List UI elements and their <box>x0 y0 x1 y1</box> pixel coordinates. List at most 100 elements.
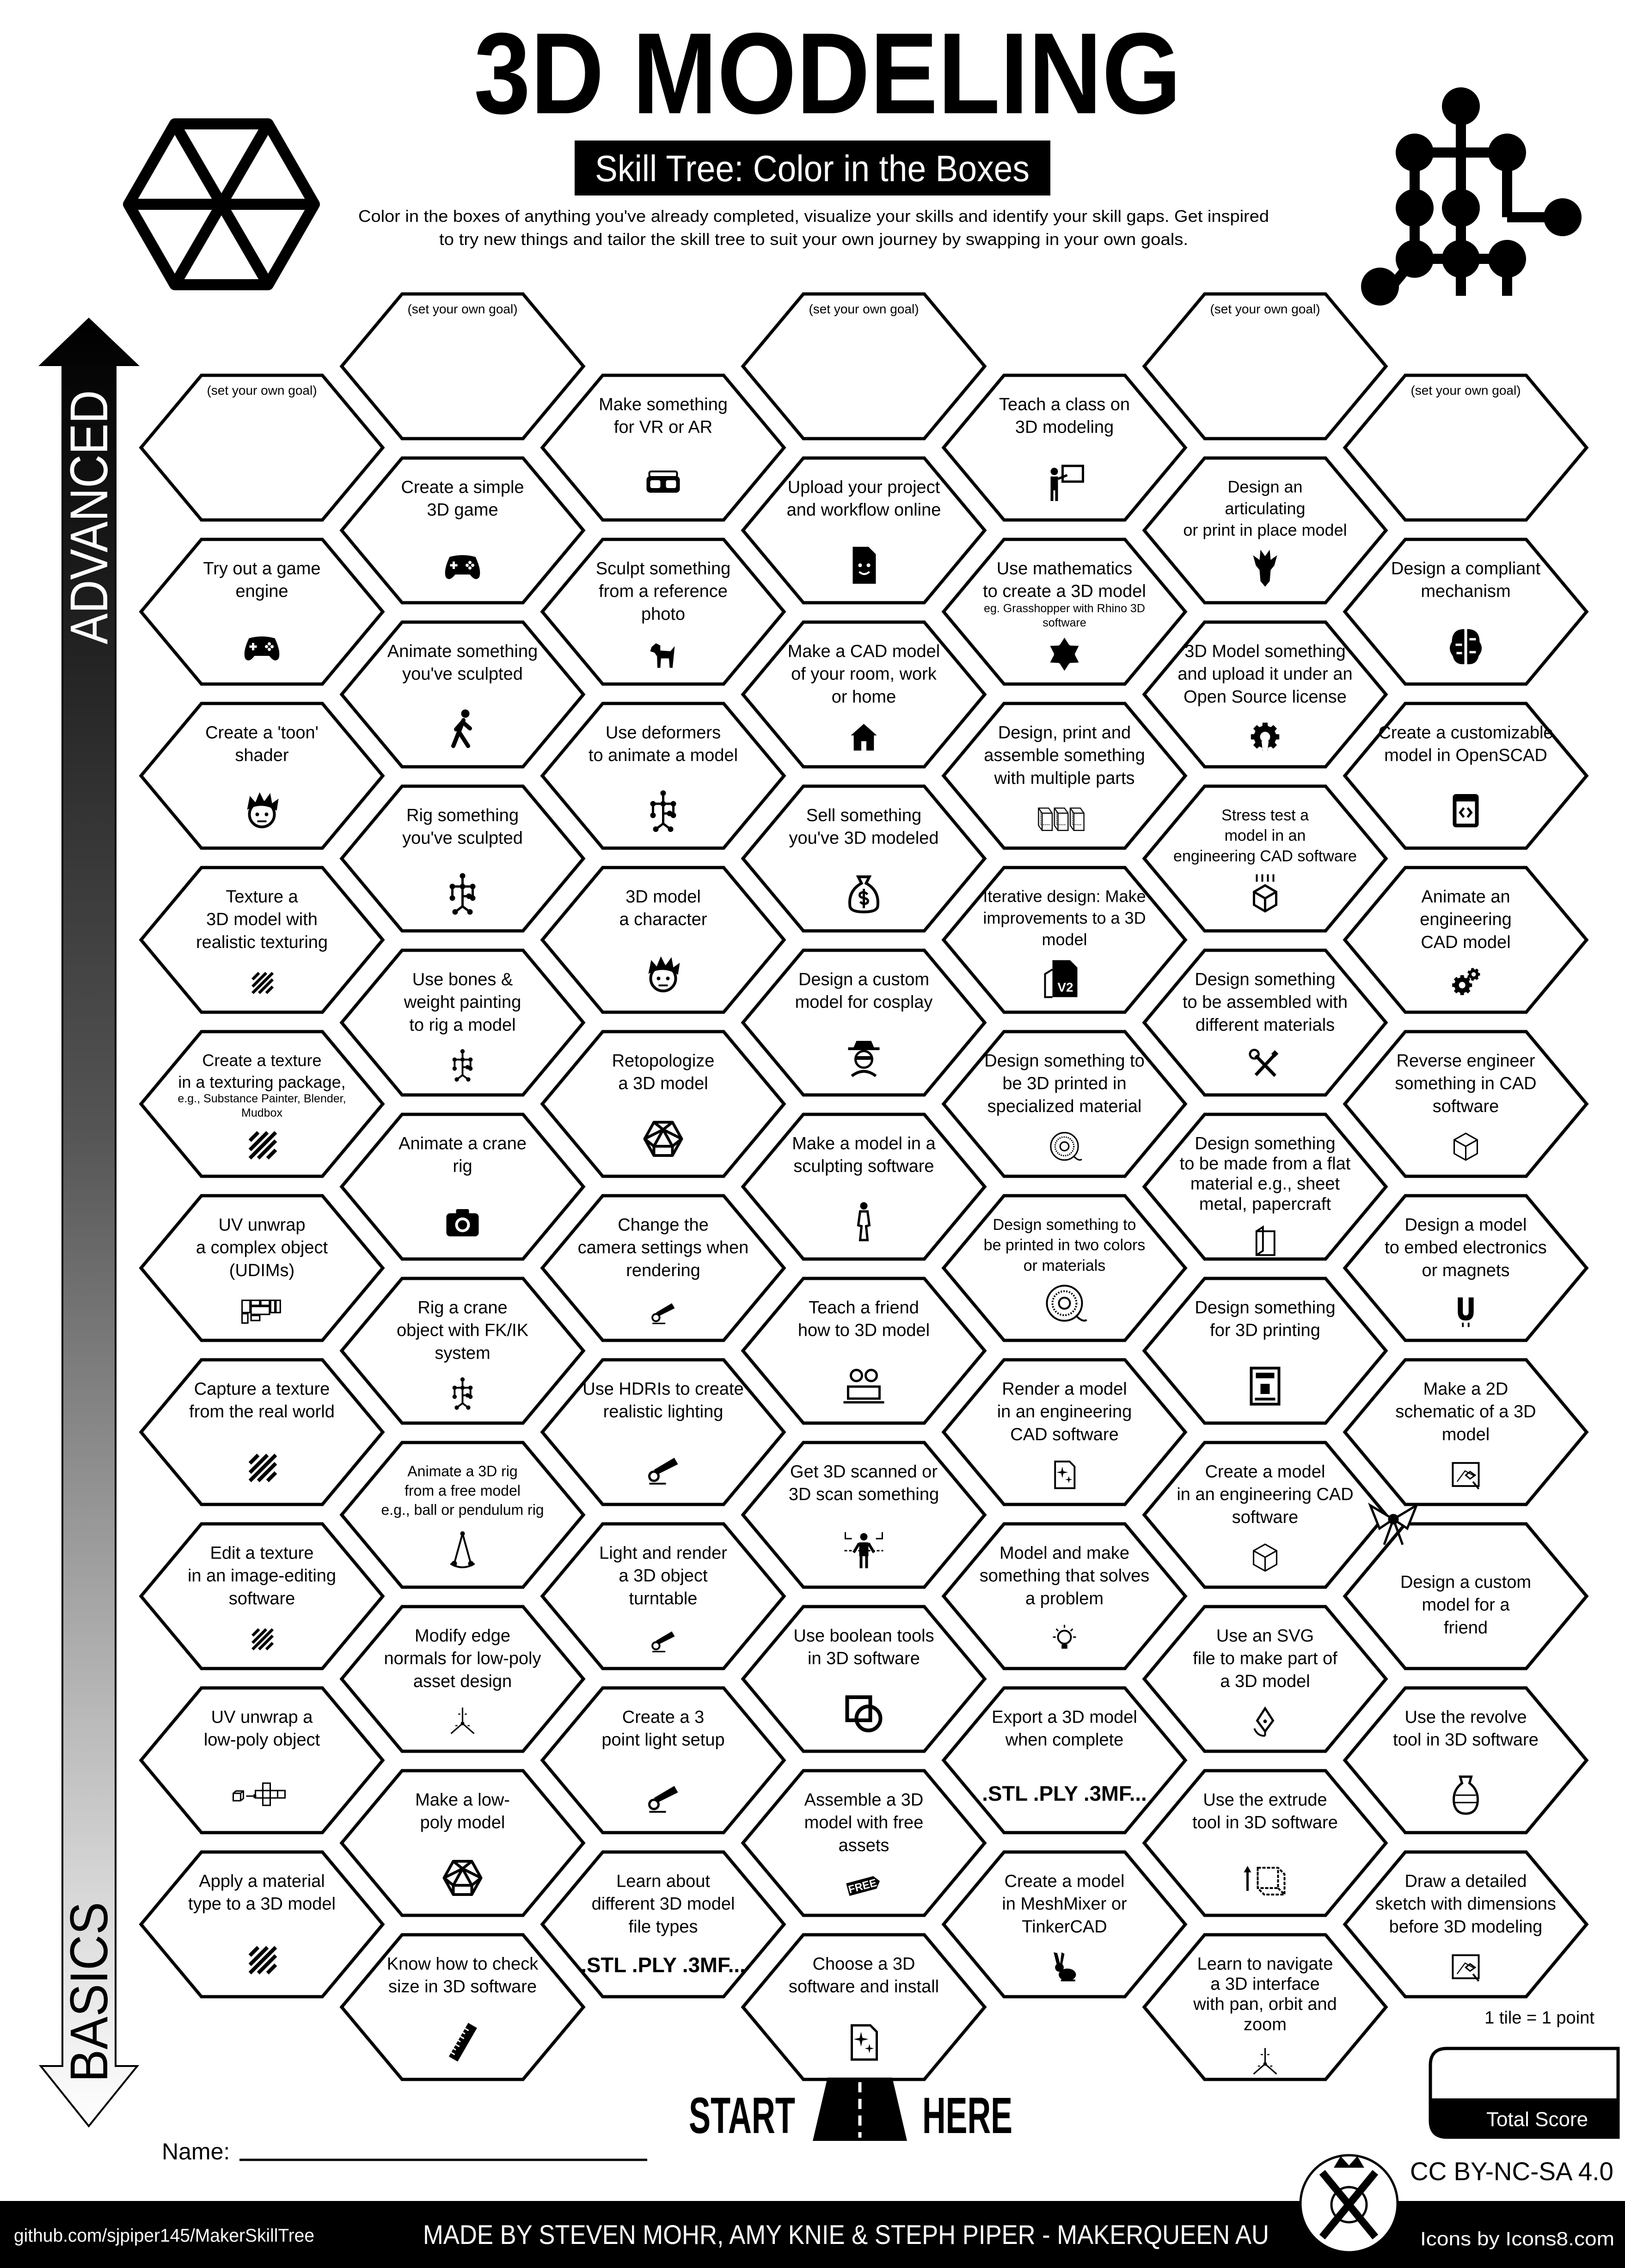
skill-tile-hexagon[interactable] <box>339 292 586 440</box>
skill-tile-hexagon[interactable] <box>339 1769 586 1917</box>
skill-tile[interactable]: Design a custom model for cosplay <box>741 948 987 1097</box>
skill-tile-hexagon[interactable] <box>139 866 385 1014</box>
skill-tile[interactable]: 3D model a character <box>540 866 786 1014</box>
skill-tile[interactable]: Use bones & weight painting to rig a model <box>339 948 586 1097</box>
skill-tile[interactable]: Use HDRIs to create realistic lighting <box>540 1358 786 1506</box>
skill-tile-hexagon[interactable] <box>540 1194 786 1342</box>
skill-tile-hexagon[interactable] <box>540 538 786 686</box>
skill-tile-hexagon[interactable] <box>339 1277 586 1425</box>
skill-tile-hexagon[interactable] <box>139 1522 385 1670</box>
skill-tile[interactable]: Teach a friend how to 3D model <box>741 1277 987 1425</box>
skill-tile[interactable]: Design something to be assembled with diff… <box>1142 948 1388 1097</box>
skill-tile-hexagon[interactable] <box>741 292 987 440</box>
skill-tile-hexagon[interactable] <box>1343 1194 1589 1342</box>
skill-tile-hexagon[interactable] <box>941 1194 1188 1342</box>
skill-tile[interactable]: Try out a game engine <box>139 538 385 686</box>
skill-tile[interactable]: Use an SVG file to make part of a 3D model <box>1142 1605 1388 1753</box>
skill-tile-hexagon[interactable] <box>139 373 385 522</box>
skill-tile[interactable]: UV unwrap a complex object (UDIMs) <box>139 1194 385 1342</box>
skill-tile[interactable]: Use deformers to animate a model <box>540 702 786 850</box>
skill-tile[interactable]: Rig something you've sculpted <box>339 784 586 933</box>
skill-tile-hexagon[interactable] <box>139 1850 385 1999</box>
skill-tile[interactable]: Capture a texture from the real world <box>139 1358 385 1506</box>
skill-tile[interactable]: Design something for 3D printing <box>1142 1277 1388 1425</box>
skill-tile-hexagon[interactable] <box>941 538 1188 686</box>
skill-tile-hexagon[interactable] <box>1343 1850 1589 1999</box>
skill-tile-hexagon[interactable] <box>741 620 987 769</box>
skill-tile-hexagon[interactable] <box>540 1522 786 1670</box>
skill-tile-hexagon[interactable] <box>1343 373 1589 522</box>
skill-tile-hexagon[interactable] <box>139 1194 385 1342</box>
skill-tile-hexagon[interactable] <box>741 784 987 933</box>
skill-tile-hexagon[interactable] <box>741 1605 987 1753</box>
skill-tile[interactable]: Animate something you've sculpted <box>339 620 586 769</box>
skill-tile-hexagon[interactable] <box>540 1850 786 1999</box>
skill-tile-hexagon[interactable] <box>741 456 987 605</box>
skill-tile-hexagon[interactable] <box>540 1358 786 1506</box>
skill-tile[interactable]: Render a model in an engineering CAD softw… <box>941 1358 1188 1506</box>
skill-tile[interactable]: Design an articulating or print in place m… <box>1142 456 1388 605</box>
skill-tile[interactable]: Animate an engineering CAD model <box>1343 866 1589 1014</box>
skill-tile-hexagon[interactable] <box>1142 292 1388 440</box>
skill-tile-custom-goal[interactable]: (set your own goal) <box>741 292 987 440</box>
skill-tile[interactable]: Upload your project and workflow online <box>741 456 987 605</box>
skill-tile-hexagon[interactable] <box>941 1522 1188 1670</box>
skill-tile[interactable]: Create a 3 point light setup <box>540 1686 786 1834</box>
skill-tile-hexagon[interactable] <box>139 1358 385 1506</box>
skill-tile[interactable]: Sculpt something from a reference photo <box>540 538 786 686</box>
skill-tile[interactable]: Make a 2D schematic of a 3D model <box>1343 1358 1589 1506</box>
skill-tile-hexagon[interactable] <box>139 1030 385 1178</box>
skill-tile-hexagon[interactable] <box>1343 538 1589 686</box>
skill-tile-hexagon[interactable] <box>339 456 586 605</box>
skill-tile[interactable]: Apply a material type to a 3D model <box>139 1850 385 1999</box>
skill-tile[interactable]: UV unwrap a low-poly object <box>139 1686 385 1834</box>
skill-tile[interactable]: Create a texture in a texturing package,e… <box>139 1030 385 1178</box>
skill-tile-hexagon[interactable] <box>540 702 786 850</box>
skill-tile[interactable]: Design a compliant mechanism <box>1343 538 1589 686</box>
skill-tile[interactable]: Draw a detailed sketch with dimensions bef… <box>1343 1850 1589 1999</box>
skill-tile-hexagon[interactable] <box>339 784 586 933</box>
skill-tile-hexagon[interactable] <box>1142 1277 1388 1425</box>
skill-tile-hexagon[interactable] <box>1343 1686 1589 1834</box>
skill-tile[interactable]: Animate a 3D rig from a free model e.g., b… <box>339 1441 586 1589</box>
skill-tile-hexagon[interactable] <box>1142 1769 1388 1917</box>
skill-tile[interactable]: Retopologize a 3D model <box>540 1030 786 1178</box>
skill-tile[interactable]: Design something to be 3D printed in speci… <box>941 1030 1188 1178</box>
skill-tile-custom-goal[interactable]: (set your own goal) <box>1142 292 1388 440</box>
skill-tile-hexagon[interactable] <box>741 1769 987 1917</box>
skill-tile[interactable]: Create a simple 3D game <box>339 456 586 605</box>
skill-tile-hexagon[interactable] <box>1142 948 1388 1097</box>
skill-tile[interactable]: Make a CAD model of your room, work or hom… <box>741 620 987 769</box>
skill-tile[interactable]: Iterative design: Make improvements to a … <box>941 866 1188 1014</box>
skill-tile[interactable]: Teach a class on 3D modeling <box>941 373 1188 522</box>
skill-tile[interactable]: Choose a 3D software and install <box>741 1933 987 2081</box>
skill-tile[interactable]: Make something for VR or AR <box>540 373 786 522</box>
skill-tile[interactable]: Stress test a model in an engineering CAD … <box>1142 784 1388 933</box>
skill-tile-custom-goal[interactable]: (set your own goal) <box>339 292 586 440</box>
skill-tile-hexagon[interactable] <box>1343 866 1589 1014</box>
skill-tile[interactable]: Know how to check size in 3D software <box>339 1933 586 2081</box>
skill-tile-hexagon[interactable] <box>139 1686 385 1834</box>
skill-tile-hexagon[interactable] <box>1142 456 1388 605</box>
skill-tile[interactable]: Rig a crane object with FK/IK system <box>339 1277 586 1425</box>
skill-tile[interactable]: Design a model to embed electronics or mag… <box>1343 1194 1589 1342</box>
skill-tile-hexagon[interactable] <box>741 1933 987 2081</box>
skill-tile-hexagon[interactable] <box>339 1933 586 2081</box>
skill-tile[interactable]: Make a model in a sculpting software <box>741 1113 987 1261</box>
skill-tile-hexagon[interactable] <box>1142 1605 1388 1753</box>
skill-tile-hexagon[interactable] <box>941 1850 1188 1999</box>
skill-tile[interactable]: Design, print and assemble something with … <box>941 702 1188 850</box>
icons-credit[interactable]: Icons by Icons8.com <box>1420 2228 1614 2250</box>
skill-tile-hexagon[interactable] <box>1142 784 1388 933</box>
skill-tile-hexagon[interactable] <box>1142 1933 1388 2081</box>
skill-tile[interactable]: Create a model in an engineering CAD softw… <box>1142 1441 1388 1589</box>
skill-tile-custom-goal[interactable]: (set your own goal) <box>1343 373 1589 522</box>
skill-tile-hexagon[interactable] <box>741 1441 987 1589</box>
skill-tile[interactable]: Get 3D scanned or 3D scan something <box>741 1441 987 1589</box>
skill-tile-hexagon[interactable] <box>339 1113 586 1261</box>
total-score-box[interactable]: 1 tile = 1 point Total Score <box>1429 2008 1620 2139</box>
skill-tile[interactable]: Use the revolve tool in 3D software <box>1343 1686 1589 1834</box>
